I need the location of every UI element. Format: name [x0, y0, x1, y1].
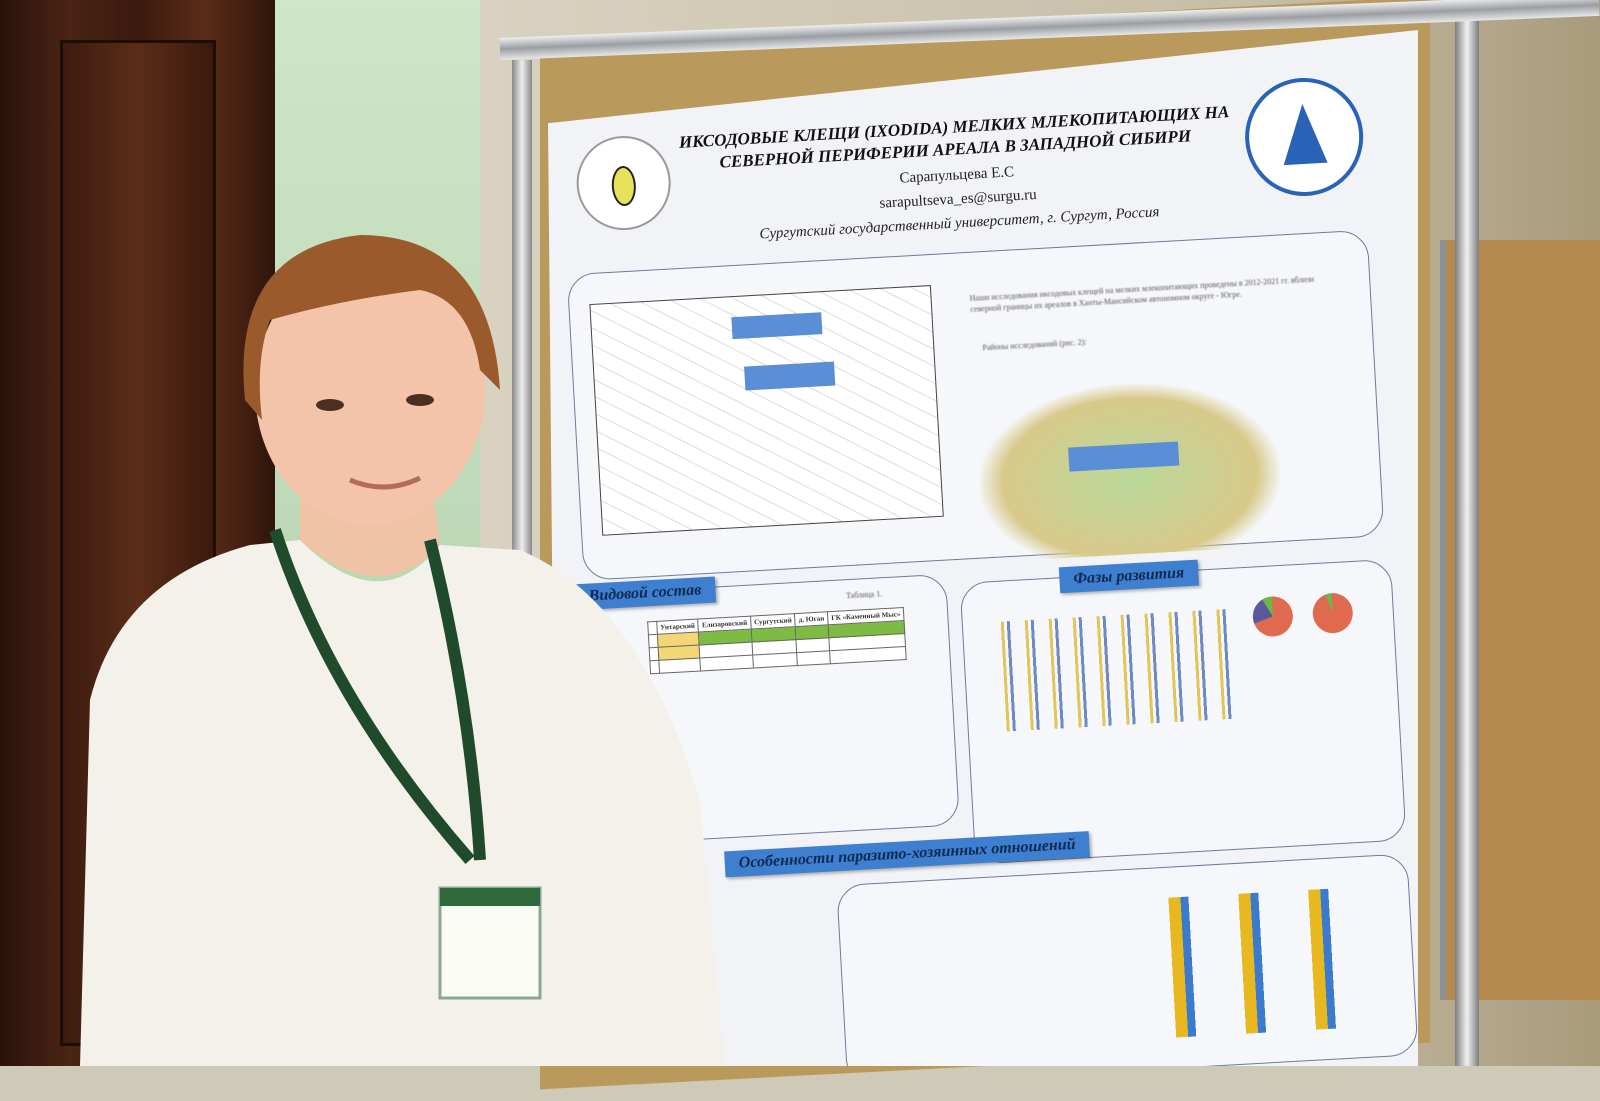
lanyard [269, 528, 486, 864]
presenter-woman [80, 235, 725, 1066]
left-eye [316, 399, 344, 411]
phases-panel [959, 558, 1407, 865]
stand-pole-right [1455, 0, 1479, 1066]
pie-chart [1311, 592, 1354, 635]
host-parasite-panel [836, 853, 1418, 1066]
pie-chart [1251, 595, 1294, 638]
intro-text: Наши исследования иксодовых клещей на ме… [969, 274, 1315, 314]
khmao-map [974, 375, 1284, 563]
stand-pole-left [512, 60, 532, 560]
university-seal [1241, 74, 1367, 200]
smile [349, 475, 422, 490]
districts-heading: Районы исследований (рис. 2): [982, 337, 1087, 353]
sweater [80, 540, 725, 1066]
hair [243, 235, 500, 420]
name-badge [438, 886, 542, 1000]
phases-bar-chart [992, 608, 1239, 732]
table-label: Таблица 1. [845, 589, 883, 601]
right-eye [406, 394, 434, 406]
face [255, 255, 485, 525]
host-bar-chart [1138, 887, 1366, 1040]
